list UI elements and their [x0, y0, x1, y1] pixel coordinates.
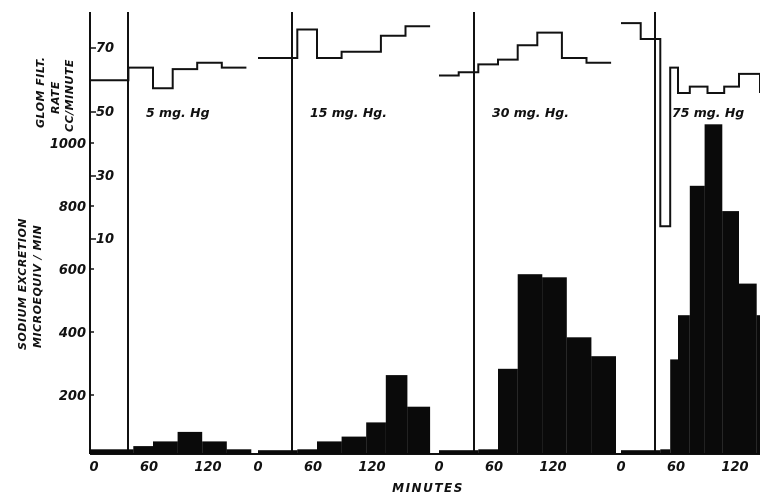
x-tick-label: 60: [304, 460, 322, 475]
x-tick-label: 120: [358, 460, 385, 475]
sodium-tick-label: 400: [58, 326, 86, 341]
x-tick-label: 60: [140, 460, 158, 475]
sodium-bar: [756, 315, 760, 454]
gfr-axis-label-line-1: GLOM FILT.: [34, 57, 47, 128]
x-tick-label: 0: [89, 460, 98, 475]
sodium-bar: [439, 450, 479, 454]
sodium-tick-label: 1000: [50, 137, 86, 152]
gfr-axis-label-line-2: RATE: [49, 81, 62, 114]
sodium-bar: [517, 274, 543, 454]
gfr-step-line: [621, 22, 760, 228]
sodium-bar: [704, 124, 723, 455]
sodium-bar: [689, 185, 705, 455]
sodium-bar: [591, 356, 616, 454]
panel-label: 5 mg. Hg: [146, 105, 210, 120]
x-tick-label: 120: [721, 460, 748, 475]
sodium-bar: [407, 406, 431, 454]
sodium-bar: [542, 277, 567, 454]
sodium-bar: [385, 375, 408, 454]
sodium-bar: [258, 450, 298, 454]
sodium-bar: [202, 441, 227, 454]
sodium-bar: [297, 449, 317, 454]
sodium-bar: [739, 283, 757, 454]
gfr-step-line: [258, 25, 431, 59]
sodium-bar: [177, 431, 203, 454]
sodium-bar: [226, 449, 252, 454]
gfr-tick-label: 10: [96, 232, 114, 247]
sodium-bar: [722, 211, 739, 454]
sodium-bar: [660, 449, 671, 454]
gfr-axis-label-line-3: CC/MINUTE: [63, 59, 76, 132]
gfr-step-line: [89, 61, 247, 90]
x-tick-label: 60: [667, 460, 685, 475]
sodium-bar: [566, 337, 592, 454]
sodium-axis-label-line-2: MICROEQUIV / MIN: [31, 225, 44, 348]
sodium-bar: [341, 436, 367, 454]
sodium-bar: [153, 441, 178, 454]
sodium-bar: [498, 368, 518, 454]
sodium-axis-label-line-1: SODIUM EXCRETION: [16, 218, 29, 350]
x-tick-label: 120: [539, 460, 566, 475]
x-tick-label: 0: [253, 460, 262, 475]
sodium-bar: [133, 446, 153, 454]
x-tick-label: 0: [434, 460, 443, 475]
sodium-bar: [678, 315, 690, 454]
panel-label: 75 mg. Hg: [672, 105, 744, 120]
sodium-tick-label: 800: [59, 200, 86, 215]
gfr-step-line: [439, 31, 612, 77]
sodium-bar: [670, 359, 679, 454]
sodium-bar: [317, 441, 342, 454]
x-tick-label: 0: [616, 460, 625, 475]
gfr-tick-label: 70: [96, 41, 114, 56]
sodium-tick-label: 600: [59, 263, 86, 278]
sodium-bar: [89, 449, 134, 454]
panel-label: 15 mg. Hg.: [310, 105, 387, 120]
x-tick-label: 60: [485, 460, 503, 475]
sodium-bar: [478, 449, 498, 454]
panel-label: 30 mg. Hg.: [492, 105, 569, 120]
gfr-tick-label: 50: [96, 105, 114, 120]
sodium-tick-label: 200: [59, 389, 86, 404]
x-tick-label: 120: [194, 460, 221, 475]
x-axis-title: MINUTES: [392, 481, 464, 493]
sodium-bar: [621, 450, 661, 454]
sodium-bar: [366, 422, 386, 454]
gfr-tick-label: 30: [96, 169, 114, 184]
